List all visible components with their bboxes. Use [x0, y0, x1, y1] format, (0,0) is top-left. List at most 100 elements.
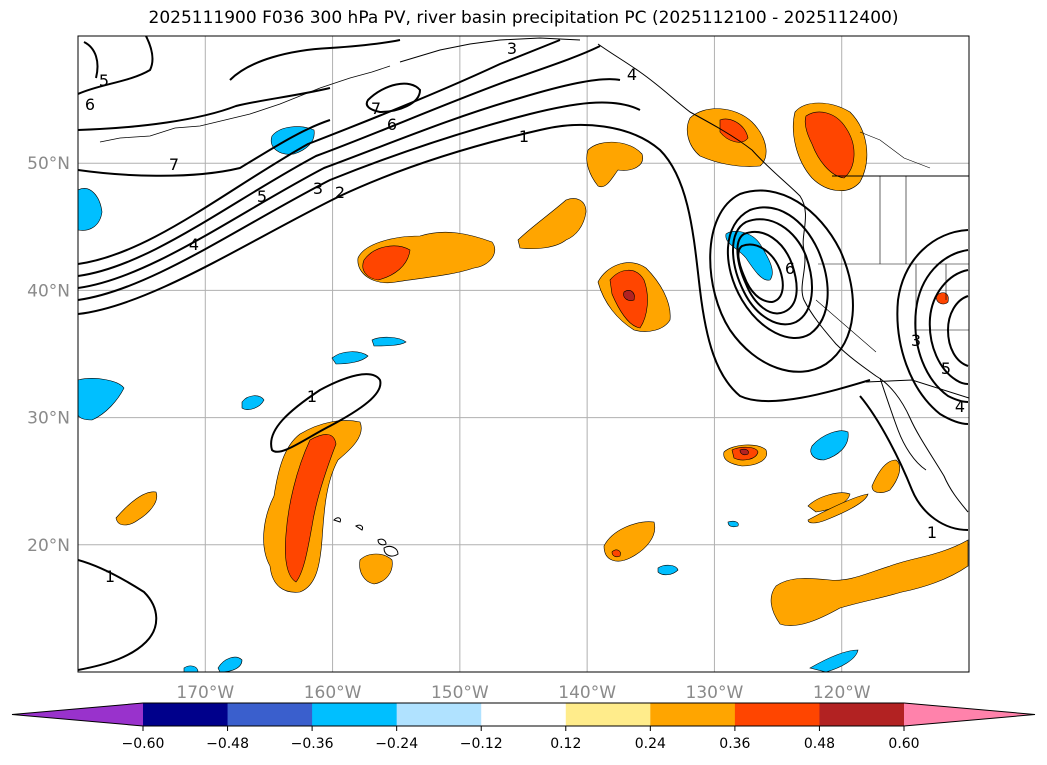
y-tick-label: 20°N	[27, 536, 70, 556]
aleutians	[99, 65, 391, 143]
pv-contour	[78, 78, 621, 289]
pv-label: 7	[169, 155, 179, 174]
canada-interior	[859, 131, 931, 169]
precip-region	[871, 459, 901, 493]
colorbar-extend-high	[904, 703, 1035, 726]
precip-anomaly-shading	[78, 102, 969, 672]
pv-contour-labels: 1 2 3 3 4 4 5 5 6 6 7 7 1 1 1 6 3 5 4	[85, 39, 965, 586]
precip-region	[807, 492, 851, 513]
colorbar: −0.60 −0.48 −0.36 −0.24 −0.12 0.12 0.24 0.36 0.4…	[11, 702, 1036, 752]
pv-label: 5	[99, 71, 109, 90]
pv-contour	[270, 373, 382, 453]
pv-contour	[78, 45, 601, 277]
x-tick-label: 170°W	[176, 683, 234, 703]
precip-region	[115, 491, 158, 526]
pv-contour	[914, 249, 969, 403]
pv-contour	[78, 101, 641, 301]
x-tick-label: 150°W	[431, 683, 489, 703]
colorbar-tick-label: −0.24	[375, 736, 418, 752]
pv-label: 4	[189, 235, 199, 254]
pv-contour	[78, 559, 158, 671]
precip-region	[371, 336, 407, 347]
hawaii-islands	[333, 517, 399, 557]
x-tick-label: 120°W	[813, 683, 871, 703]
precip-region	[719, 118, 749, 143]
precip-region	[770, 539, 969, 626]
precip-region	[657, 564, 679, 576]
colorbar-tick-label: 0.12	[550, 736, 581, 752]
colorbar-tick-label: 0.48	[804, 736, 835, 752]
alaska-south-coast	[399, 37, 581, 63]
pv-contour	[946, 295, 969, 367]
pv-label: 3	[507, 39, 517, 58]
pv-label: 5	[257, 187, 267, 206]
pv-contour	[732, 218, 813, 326]
precip-region	[359, 553, 393, 585]
pv-contour	[709, 189, 854, 373]
pv-label: 4	[955, 397, 965, 416]
pv-contour	[78, 123, 871, 403]
precip-region	[727, 520, 739, 528]
y-axis-labels: 50°N 40°N 30°N 20°N	[27, 154, 70, 556]
y-tick-label: 30°N	[27, 409, 70, 429]
x-tick-label: 140°W	[558, 683, 616, 703]
pv-label: 7	[371, 99, 381, 118]
map-frame	[77, 35, 970, 673]
colorbar-swatch	[143, 703, 229, 726]
pv-contour	[78, 119, 331, 177]
colorbar-swatch	[565, 703, 651, 726]
x-tick-label: 160°W	[304, 683, 362, 703]
gridlines	[78, 36, 969, 672]
precip-region	[739, 448, 749, 456]
pv-label: 6	[387, 115, 397, 134]
pv-label: 1	[519, 127, 529, 146]
precip-region	[810, 430, 849, 461]
x-axis-labels: 170°W 160°W 150°W 140°W 130°W 120°W	[176, 683, 870, 703]
y-tick-label: 50°N	[27, 154, 70, 174]
pv-contour	[83, 41, 99, 79]
colorbar-tick-label: −0.12	[460, 736, 503, 752]
colorbar-tick-label: 0.24	[635, 736, 666, 752]
chart-title: 2025111900 F036 300 hPa PV, river basin …	[148, 8, 899, 28]
pv-contours	[78, 36, 969, 671]
y-tick-label: 40°N	[27, 281, 70, 301]
precip-region	[78, 188, 103, 231]
pv-label: 3	[911, 331, 921, 350]
pv-contour	[78, 39, 561, 265]
north-america-coast	[597, 43, 969, 513]
precip-region	[183, 665, 199, 672]
pv-contour	[737, 243, 784, 304]
pv-label: 2	[335, 183, 345, 202]
colorbar-swatch	[312, 703, 398, 726]
precip-region	[804, 111, 855, 179]
precip-region	[623, 290, 635, 301]
pv-label: 4	[627, 65, 637, 84]
pv-contour	[229, 39, 401, 81]
precip-region	[517, 198, 587, 250]
precip-region	[78, 378, 125, 421]
state-borders	[815, 176, 969, 353]
precip-region	[611, 549, 621, 558]
precip-region	[331, 351, 369, 365]
colorbar-tick-label: 0.60	[888, 736, 919, 752]
colorbar-tick-label: −0.60	[122, 736, 165, 752]
pv-label: 1	[307, 387, 317, 406]
pv-contour	[896, 229, 969, 425]
colorbar-extend-low	[12, 703, 143, 726]
colorbar-swatch	[481, 703, 567, 726]
pv-contour	[78, 36, 154, 95]
colorbar-swatch	[227, 703, 313, 726]
precip-region	[807, 493, 869, 524]
colorbar-swatch	[734, 703, 820, 726]
precip-region	[362, 245, 411, 281]
colorbar-swatch	[819, 703, 905, 726]
colorbar-swatch	[650, 703, 736, 726]
colorbar-tick-label: 0.36	[719, 736, 750, 752]
coastlines	[99, 37, 969, 557]
baja-coast	[879, 377, 927, 471]
precip-region	[935, 292, 949, 305]
pv-contour	[928, 269, 969, 385]
pv-label: 1	[105, 567, 115, 586]
colorbar-tick-label: −0.36	[291, 736, 334, 752]
